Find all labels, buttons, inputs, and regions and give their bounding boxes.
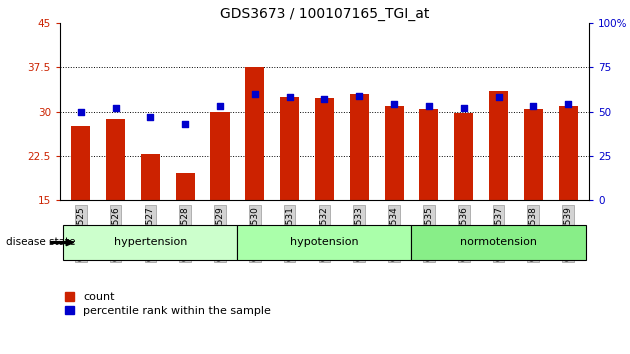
Legend: count, percentile rank within the sample: count, percentile rank within the sample xyxy=(66,292,271,316)
Bar xyxy=(315,98,334,200)
Point xyxy=(493,95,503,100)
Bar xyxy=(524,109,543,200)
Point xyxy=(249,91,260,97)
Bar xyxy=(559,105,578,200)
Text: hypotension: hypotension xyxy=(290,238,358,247)
Point xyxy=(215,103,225,109)
Bar xyxy=(384,105,404,200)
Point xyxy=(424,103,434,109)
Point xyxy=(529,103,539,109)
Bar xyxy=(210,112,229,200)
Bar xyxy=(106,119,125,200)
Point xyxy=(354,93,364,98)
Bar xyxy=(176,173,195,200)
Text: disease state: disease state xyxy=(6,238,76,247)
Bar xyxy=(245,67,265,200)
Bar xyxy=(71,126,90,200)
Bar xyxy=(420,109,438,200)
Point xyxy=(76,109,86,114)
Point xyxy=(146,114,156,120)
FancyBboxPatch shape xyxy=(64,225,238,260)
Point xyxy=(110,105,120,111)
Point xyxy=(389,102,399,107)
Point xyxy=(285,95,295,100)
Title: GDS3673 / 100107165_TGI_at: GDS3673 / 100107165_TGI_at xyxy=(220,7,429,21)
Bar xyxy=(454,113,473,200)
Bar xyxy=(140,154,160,200)
Bar xyxy=(489,91,508,200)
Point xyxy=(563,102,573,107)
Text: normotension: normotension xyxy=(460,238,537,247)
Text: hypertension: hypertension xyxy=(113,238,187,247)
FancyBboxPatch shape xyxy=(411,225,585,260)
FancyBboxPatch shape xyxy=(238,225,411,260)
Bar xyxy=(350,94,369,200)
Point xyxy=(319,96,329,102)
Point xyxy=(459,105,469,111)
Point xyxy=(180,121,190,127)
Bar xyxy=(280,97,299,200)
